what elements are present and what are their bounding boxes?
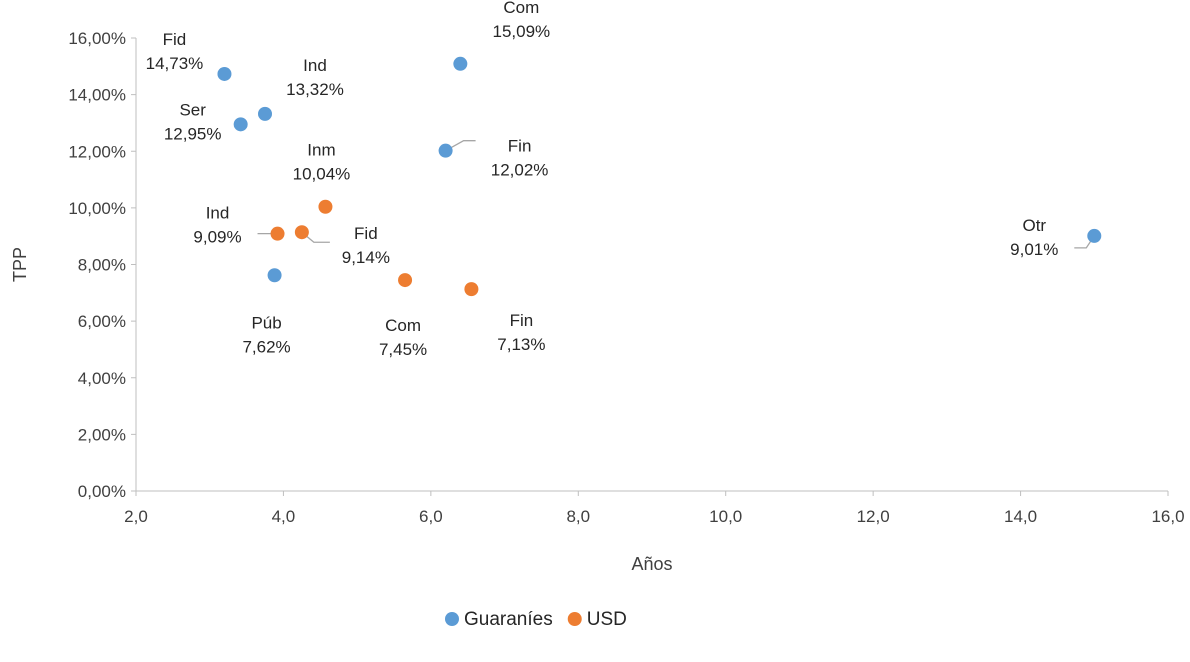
x-axis-title: Años <box>631 554 672 574</box>
y-tick-label: 12,00% <box>68 142 126 161</box>
y-tick-label: 2,00% <box>78 425 126 444</box>
data-point <box>464 282 479 297</box>
x-tick-label: 10,0 <box>709 507 742 526</box>
y-tick-label: 6,00% <box>78 312 126 331</box>
data-point <box>453 56 468 71</box>
data-point <box>318 199 333 214</box>
data-label-value: 9,14% <box>342 248 390 267</box>
data-label-category: Ind <box>303 56 327 75</box>
data-label-value: 12,95% <box>164 124 222 143</box>
data-label-category: Otr <box>1022 216 1046 235</box>
legend-label: Guaraníes <box>464 609 553 630</box>
data-point <box>270 226 285 241</box>
y-tick-label: 4,00% <box>78 369 126 388</box>
data-label-value: 7,13% <box>497 335 545 354</box>
data-point <box>217 66 232 81</box>
y-tick-label: 10,00% <box>68 199 126 218</box>
x-tick-label: 12,0 <box>857 507 890 526</box>
data-label-value: 13,32% <box>286 80 344 99</box>
x-tick-label: 16,0 <box>1151 507 1184 526</box>
data-label-category: Inm <box>307 141 335 160</box>
data-label-category: Fid <box>354 224 378 243</box>
data-label-category: Fin <box>508 137 532 156</box>
data-point <box>267 268 282 283</box>
y-tick-label: 14,00% <box>68 86 126 105</box>
legend-marker <box>567 612 582 626</box>
legend-marker <box>445 612 459 626</box>
data-point <box>1087 228 1102 243</box>
data-label-value: 10,04% <box>293 165 351 184</box>
x-tick-label: 14,0 <box>1004 507 1037 526</box>
data-point <box>233 117 248 132</box>
data-label-category: Com <box>503 0 539 17</box>
data-label-value: 14,73% <box>146 54 204 73</box>
data-label-value: 15,09% <box>493 22 551 41</box>
data-point <box>258 106 272 121</box>
data-point <box>438 143 453 158</box>
y-tick-label: 8,00% <box>78 256 126 275</box>
data-point <box>398 273 413 288</box>
data-label-category: Fin <box>510 311 534 330</box>
y-tick-label: 16,00% <box>68 29 126 48</box>
data-label-category: Ind <box>206 204 230 223</box>
data-label-value: 12,02% <box>491 161 549 180</box>
x-tick-label: 4,0 <box>272 507 296 526</box>
data-label-category: Fid <box>163 30 187 49</box>
x-tick-label: 2,0 <box>124 507 148 526</box>
data-label-value: 7,45% <box>379 340 427 359</box>
data-label-value: 9,01% <box>1010 240 1058 259</box>
data-point <box>294 225 309 240</box>
x-tick-label: 8,0 <box>566 507 590 526</box>
x-tick-label: 6,0 <box>419 507 443 526</box>
y-tick-label: 0,00% <box>78 482 126 501</box>
y-axis-title: TPP <box>10 247 30 282</box>
data-label-value: 9,09% <box>193 228 241 247</box>
data-label-category: Púb <box>251 313 281 332</box>
data-label-category: Ser <box>179 100 206 119</box>
legend-label: USD <box>587 609 627 630</box>
data-label-category: Com <box>385 316 421 335</box>
data-label-value: 7,62% <box>242 337 290 356</box>
